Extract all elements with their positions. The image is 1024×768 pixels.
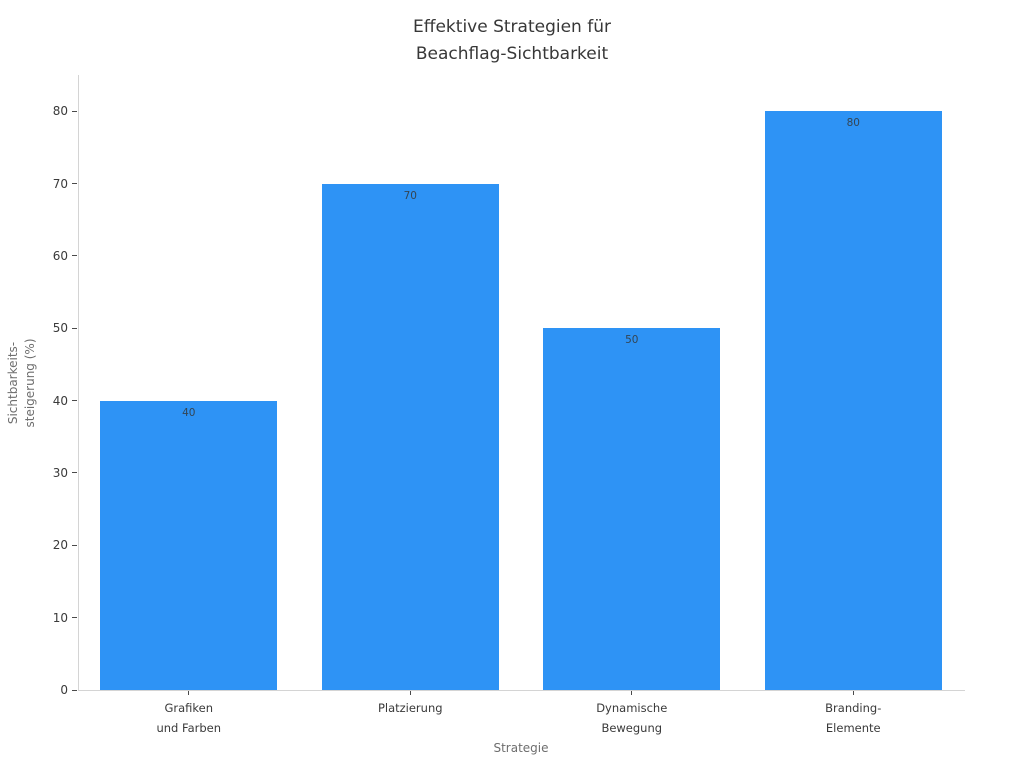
chart-title: Effektive Strategien für Beachflag-Sicht… <box>413 17 611 64</box>
y-tick-mark <box>72 183 77 185</box>
x-tick-mark <box>631 691 633 695</box>
y-tick-mark <box>72 110 77 112</box>
x-tick-mark <box>852 691 854 695</box>
x-tick-label: Platzierung <box>377 701 443 715</box>
y-tick-mark <box>72 689 77 691</box>
y-axis-line <box>78 75 79 690</box>
y-tick-label: 80 <box>52 104 68 119</box>
bar <box>543 328 721 690</box>
y-tick-mark <box>72 472 77 474</box>
y-tick-label: 50 <box>52 321 68 336</box>
x-axis-line <box>78 690 965 691</box>
bar <box>764 111 942 690</box>
y-tick-mark <box>72 400 77 402</box>
y-tick-label: 40 <box>52 393 68 408</box>
x-tick-mark <box>409 691 411 695</box>
x-tick-label: Grafiken und Farben <box>156 701 222 735</box>
y-axis-title: Sichtbarkeits- steigerung (%) <box>6 338 37 428</box>
x-tick-label: Dynamische Bewegung <box>596 701 668 735</box>
y-tick-label: 70 <box>52 176 68 191</box>
bar <box>100 400 278 690</box>
x-tick-mark <box>188 691 190 695</box>
y-tick-label: 20 <box>52 538 68 553</box>
bar-value-label: 80 <box>846 117 860 130</box>
bar-value-label: 50 <box>625 334 639 347</box>
y-tick-label: 60 <box>52 248 68 263</box>
y-tick-mark <box>72 327 77 329</box>
bar <box>321 183 499 690</box>
y-tick-mark <box>72 255 77 257</box>
bar-value-label: 40 <box>182 406 196 419</box>
y-tick-mark <box>72 617 77 619</box>
y-tick-label: 10 <box>52 610 68 625</box>
y-tick-mark <box>72 544 77 546</box>
x-axis-title: Strategie <box>493 741 549 755</box>
y-tick-label: 30 <box>52 465 68 480</box>
x-tick-label: Branding- Elemente <box>825 701 882 735</box>
y-tick-label: 0 <box>60 683 68 697</box>
bar-value-label: 70 <box>403 189 417 202</box>
